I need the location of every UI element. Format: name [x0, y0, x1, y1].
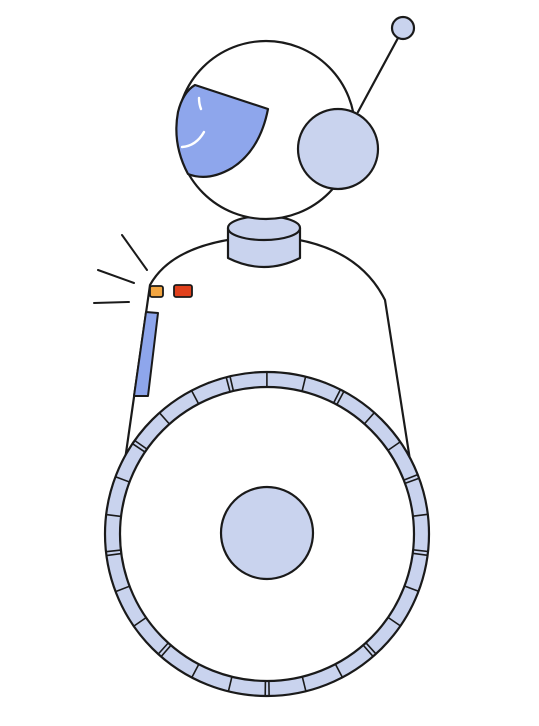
tread-divider	[387, 441, 401, 452]
tread-divider	[132, 443, 146, 453]
tread-divider	[225, 376, 231, 392]
tread-divider	[115, 585, 130, 593]
tread-divider	[332, 389, 342, 404]
tread-divider	[158, 412, 170, 425]
smile	[180, 130, 206, 149]
tread-divider	[365, 642, 377, 655]
robot-neck	[226, 214, 302, 268]
face-visor	[175, 83, 270, 179]
tread-divider	[157, 642, 169, 655]
tread-divider	[336, 391, 345, 405]
tread-divider	[301, 676, 307, 692]
indicator-light-orange	[149, 285, 164, 298]
tread-divider	[387, 616, 401, 627]
tread-divider	[404, 477, 420, 485]
side-panel	[133, 311, 159, 397]
tread-divider	[363, 412, 375, 425]
indicator-light-red	[173, 284, 193, 298]
tread-divider	[133, 616, 147, 627]
tread-divider	[106, 552, 122, 557]
tread-divider	[334, 663, 344, 678]
tread-divider	[404, 585, 419, 593]
robot-ear	[296, 107, 380, 191]
tread-divider	[134, 439, 148, 450]
wheel-hub	[219, 485, 315, 581]
tread-divider	[191, 663, 200, 678]
tread-divider	[105, 549, 121, 553]
tread-divider	[301, 376, 307, 392]
tread-divider	[362, 644, 374, 658]
tread-divider	[229, 376, 235, 392]
tread-divider	[412, 513, 428, 517]
tread-divider	[403, 473, 418, 481]
tread-divider	[190, 390, 200, 405]
antenna-tip	[390, 15, 416, 41]
eye	[197, 96, 203, 111]
tread-divider	[413, 549, 429, 553]
tread-divider	[106, 513, 122, 518]
tread-divider	[115, 475, 130, 483]
tread-divider	[160, 644, 172, 658]
sparkle-lines	[93, 234, 148, 304]
tread-marks	[105, 372, 429, 697]
robot-wheel	[103, 370, 431, 698]
antenna	[356, 15, 416, 114]
tread-divider	[227, 676, 233, 692]
tread-divider	[412, 552, 428, 557]
